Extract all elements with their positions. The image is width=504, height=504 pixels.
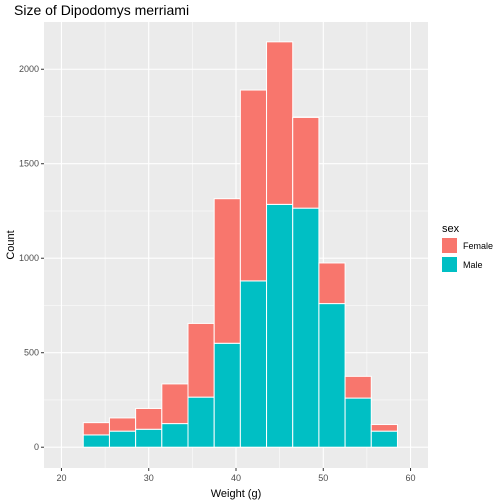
bars: [82, 41, 398, 448]
bar-female: [161, 383, 189, 425]
chart-title: Size of Dipodomys merriami: [14, 2, 189, 18]
legend: sex Female Male: [442, 223, 493, 272]
bar-male: [161, 423, 189, 448]
y-tick-label: 1500: [19, 159, 39, 169]
bar-female: [108, 417, 137, 432]
bar-male: [292, 207, 320, 448]
y-tick-label: 0: [34, 442, 39, 452]
y-axis-title: Count: [5, 230, 17, 259]
bar-female: [344, 375, 372, 399]
bar-male: [213, 342, 241, 448]
y-axis: 0 500 1000 1500 2000: [19, 64, 44, 452]
bar-male: [344, 397, 372, 448]
bar-male: [370, 430, 398, 448]
bar-female: [187, 322, 215, 398]
bar-female: [266, 41, 294, 205]
legend-key-female: [442, 238, 457, 253]
legend-title: sex: [442, 223, 460, 235]
bar-female: [370, 424, 398, 432]
legend-key-male: [442, 257, 457, 272]
x-axis: 20 30 40 50 60: [56, 468, 416, 483]
bar-male: [135, 428, 163, 448]
bar-male: [318, 303, 346, 448]
x-tick-label: 20: [56, 473, 66, 483]
bar-male: [187, 396, 215, 448]
bar-female: [292, 116, 320, 209]
bar-female: [82, 422, 110, 436]
bar-male: [266, 203, 294, 448]
x-tick-label: 60: [406, 473, 416, 483]
y-tick-label: 2000: [19, 64, 39, 74]
legend-label-female: Female: [463, 241, 493, 251]
bar-female: [135, 407, 163, 430]
legend-label-male: Male: [463, 260, 483, 270]
x-tick-label: 40: [231, 473, 241, 483]
bar-male: [239, 280, 268, 448]
bar-male: [108, 430, 137, 448]
bar-female: [239, 89, 268, 282]
bar-female: [213, 198, 241, 344]
y-tick-label: 1000: [19, 253, 39, 263]
x-axis-title: Weight (g): [211, 488, 262, 500]
y-tick-label: 500: [24, 348, 39, 358]
bar-female: [318, 262, 346, 305]
x-tick-label: 30: [144, 473, 154, 483]
x-tick-label: 50: [318, 473, 328, 483]
bar-male: [82, 434, 110, 448]
